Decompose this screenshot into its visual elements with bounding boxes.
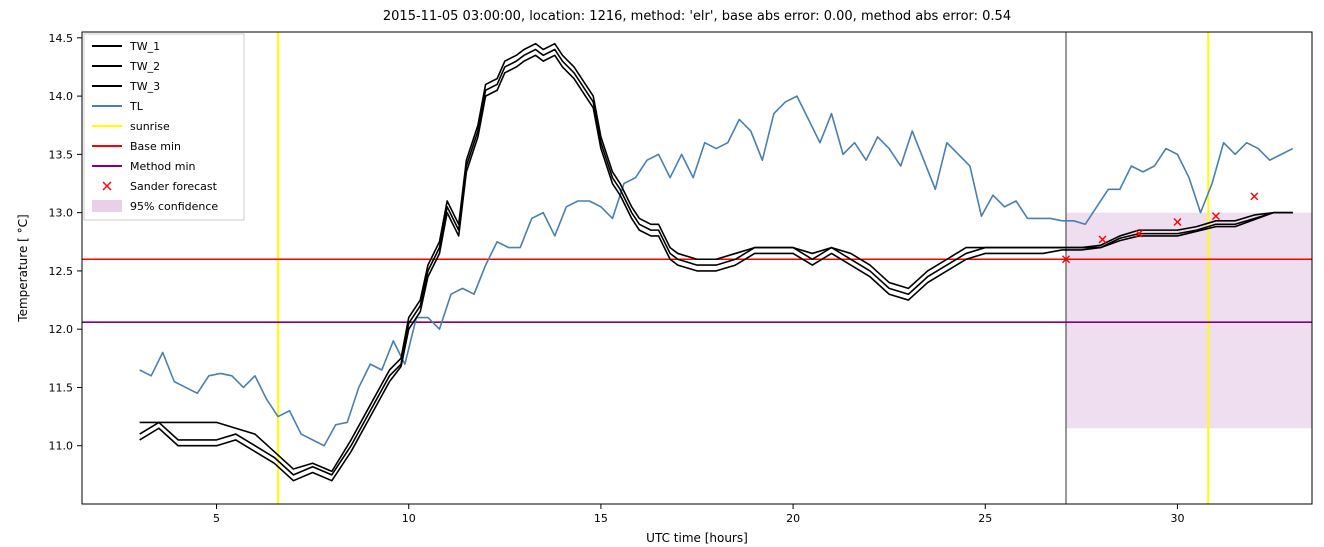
y-tick-label: 11.5 [49,381,74,394]
x-tick-label: 15 [594,512,608,525]
legend-label: sunrise [130,120,170,133]
legend-label: TW_2 [129,60,160,73]
legend-label: TW_3 [129,80,160,93]
x-tick-label: 30 [1170,512,1184,525]
x-tick-label: 20 [786,512,800,525]
legend-label: Sander forecast [130,180,218,193]
y-tick-label: 13.5 [49,148,74,161]
y-tick-label: 14.0 [49,90,74,103]
legend-swatch [92,200,122,212]
y-tick-label: 12.0 [49,323,74,336]
chart-title: 2015-11-05 03:00:00, location: 1216, met… [383,9,1011,24]
y-tick-label: 14.5 [49,32,74,45]
legend-label: 95% confidence [130,200,218,213]
legend-label: Base min [130,140,181,153]
chart-container: 5 10 15 20 25 30 11.0 11.5 12.0 12.5 13.0 13.5 14.0 1… [0,0,1324,547]
y-tick-label: 13.0 [49,207,74,220]
x-tick-label: 5 [213,512,220,525]
y-tick-label: 12.5 [49,265,74,278]
legend-label: TW_1 [129,40,160,53]
x-tick-label: 25 [978,512,992,525]
y-tick-label: 11.0 [49,440,74,453]
chart-svg: 5 10 15 20 25 30 11.0 11.5 12.0 12.5 13.0 13.5 14.0 1… [0,0,1324,547]
legend-label: TL [129,100,144,113]
x-axis-label: UTC time [hours] [646,531,748,545]
y-axis-label: Temperature [ °C] [16,214,30,322]
legend-label: Method min [130,160,196,173]
x-tick-label: 10 [402,512,416,525]
